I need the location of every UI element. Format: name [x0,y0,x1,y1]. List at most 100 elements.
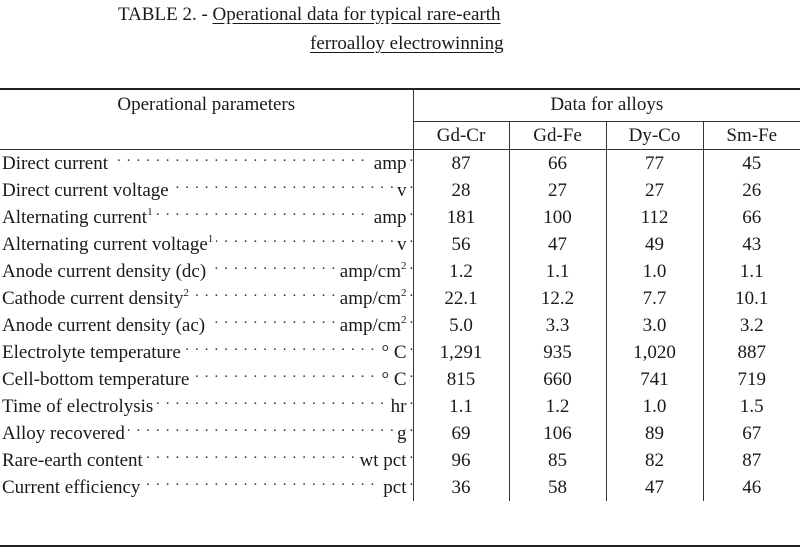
parameter-cell: ........................................… [0,258,413,285]
alloy-column-header: Sm-Fe [702,121,800,150]
value-cell: 87 [702,447,800,474]
value-cell: 3.3 [508,312,606,339]
data-for-alloys-header: Data for alloys [412,88,800,122]
value-cell: 58 [508,474,606,501]
parameter-unit: ° C [378,339,407,366]
value-cell: 45 [702,149,800,177]
table-row: ........................................… [0,204,800,231]
footnote-marker: 1 [207,232,214,245]
caption-line-1: TABLE 2. - Operational data for typical … [118,4,501,26]
parameter-unit: hr [387,393,407,420]
parameter-cell: ........................................… [0,150,413,177]
value-cell: 112 [605,204,703,231]
value-cell: 3.0 [605,312,703,339]
caption-title-part-1: Operational data for typical rare-earth [212,4,501,25]
parameter-unit: amp/cm2 [336,285,407,312]
parameter-cell: ........................................… [0,447,413,474]
value-cell: 887 [702,339,800,366]
alloy-column-header: Dy-Co [605,121,703,150]
parameter-unit: v [394,177,407,204]
table-row: ........................................… [0,177,800,204]
table-row: ........................................… [0,366,800,393]
caption-title-part-2: ferroalloy electrowinning [310,33,504,54]
caption-prefix: TABLE 2. - [118,4,213,25]
table-row: ........................................… [0,258,800,285]
parameter-unit: g [394,420,407,447]
value-cell: 1.0 [605,258,703,285]
parameter-unit: amp/cm2 [336,312,407,339]
value-cell: 85 [508,447,606,474]
parameter-cell: ........................................… [0,231,413,258]
value-cell: 7.7 [605,285,703,312]
parameter-unit: amp [370,204,407,231]
table-row: ........................................… [0,149,800,177]
parameter-cell: ........................................… [0,204,413,231]
alloy-column-header: Gd-Fe [508,121,606,150]
footnote-marker: 1 [147,205,153,218]
parameter-name: Cell-bottom temperature [0,369,193,390]
unit-exponent: 2 [401,286,407,299]
table-row: ........................................… [0,312,800,339]
table-row: ........................................… [0,339,800,366]
value-cell: 43 [702,231,800,258]
parameter-unit: pct [380,474,407,501]
value-cell: 660 [508,366,606,393]
parameters-header: Operational parameters [0,88,413,150]
alloy-header-row: Gd-Cr Gd-Fe Dy-Co Sm-Fe [0,121,800,150]
value-cell: 741 [605,366,703,393]
table-row: ........................................… [0,474,800,501]
caption-line-2: ferroalloy electrowinning [310,33,504,55]
value-cell: 27 [605,177,703,204]
table-caption: TABLE 2. - Operational data for typical … [0,0,800,60]
parameter-unit: ° C [378,366,407,393]
parameter-name: Alternating current1 [0,205,156,228]
value-cell: 66 [702,204,800,231]
parameter-unit: amp [370,150,407,177]
value-cell: 56 [412,231,509,258]
parameter-name: Cathode current density2 [0,286,193,309]
parameter-name: Alternating current voltage1 [0,232,217,255]
value-cell: 719 [702,366,800,393]
value-cell: 12.2 [508,285,606,312]
parameter-name: Rare-earth content [0,450,146,471]
parameter-name: Anode current density (ac) [0,315,209,336]
footnote-marker: 2 [183,286,190,299]
unit-exponent: 2 [401,259,407,272]
parameter-cell: ........................................… [0,339,413,366]
value-cell: 815 [412,366,509,393]
value-cell: 49 [605,231,703,258]
value-cell: 1,291 [412,339,509,366]
parameter-name: Direct current voltage [0,180,172,201]
value-cell: 22.1 [412,285,509,312]
value-cell: 1.2 [412,258,509,285]
value-cell: 181 [412,204,509,231]
parameter-name: Electrolyte temperature [0,342,184,363]
value-cell: 5.0 [412,312,509,339]
value-cell: 36 [412,474,509,501]
value-cell: 10.1 [702,285,800,312]
table-body: ........................................… [0,149,800,501]
parameter-name: Time of electrolysis [0,396,157,417]
parameter-cell: ........................................… [0,177,413,204]
value-cell: 1.5 [702,393,800,420]
value-cell: 1.1 [412,393,509,420]
parameter-name: Anode current density (dc) [0,261,210,282]
value-cell: 1.0 [605,393,703,420]
value-cell: 47 [508,231,606,258]
table-row: ........................................… [0,420,800,447]
table-row: ........................................… [0,231,800,258]
value-cell: 89 [605,420,703,447]
parameter-unit: wt pct [356,447,407,474]
value-cell: 106 [508,420,606,447]
value-cell: 28 [412,177,509,204]
value-cell: 27 [508,177,606,204]
alloy-column-header: Gd-Cr [412,121,509,150]
table-bottom-rule [0,545,800,547]
parameter-cell: ........................................… [0,366,413,393]
value-cell: 100 [508,204,606,231]
value-cell: 3.2 [702,312,800,339]
value-cell: 87 [412,149,509,177]
parameter-name: Direct current [0,153,112,174]
value-cell: 46 [702,474,800,501]
value-cell: 96 [412,447,509,474]
